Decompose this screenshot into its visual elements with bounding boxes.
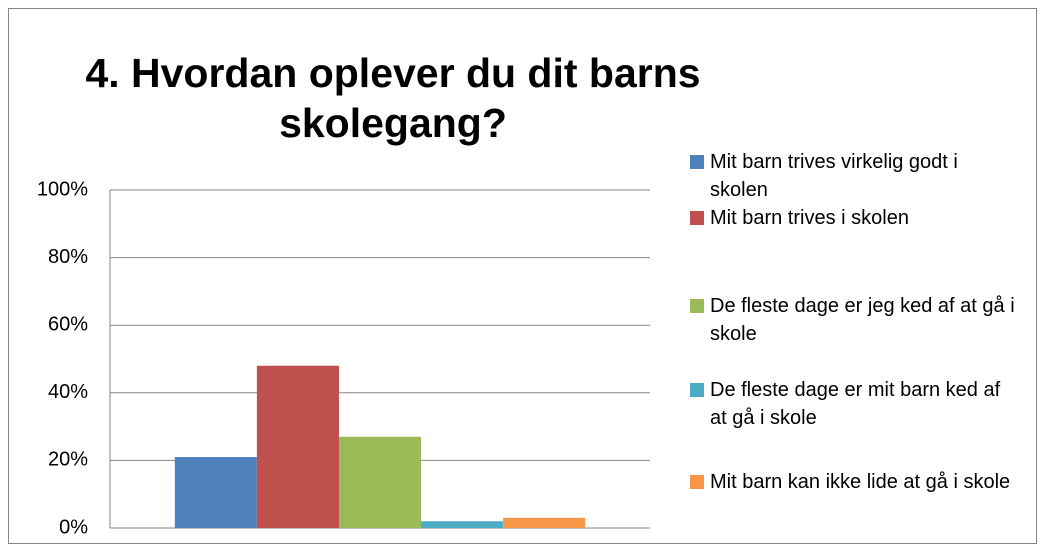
y-tick-label: 60% xyxy=(48,313,88,335)
y-tick-label: 40% xyxy=(48,381,88,403)
legend-item: Mit barn trives i skolen xyxy=(690,204,1030,232)
legend-swatch xyxy=(690,475,704,489)
y-tick-label: 100% xyxy=(37,178,88,200)
bar xyxy=(503,517,586,528)
legend-item: Mit barn kan ikke lide at gå i skole xyxy=(690,468,1030,496)
legend-label: De fleste dage er jeg ked af at gå i sko… xyxy=(710,295,1015,345)
y-tick-label: 80% xyxy=(48,246,88,268)
legend-label: Mit barn kan ikke lide at gå i skole xyxy=(710,471,1011,493)
legend-swatch xyxy=(690,211,704,225)
bar xyxy=(256,365,339,528)
bar xyxy=(338,436,422,528)
legend-swatch xyxy=(690,299,704,313)
legend-item: De fleste dage er mit barn ked af at gå … xyxy=(690,376,1030,432)
bar xyxy=(174,457,257,528)
legend-swatch xyxy=(690,383,704,397)
legend-item: Mit barn trives virkelig godt i skolen xyxy=(690,148,1030,204)
legend-label: Mit barn trives i skolen xyxy=(710,207,909,229)
legend-swatch xyxy=(690,155,704,169)
y-tick-label: 0% xyxy=(59,516,88,538)
legend-label: Mit barn trives virkelig godt i skolen xyxy=(710,151,958,201)
chart-title: 4. Hvordan oplever du dit barns skolegan… xyxy=(85,50,701,146)
chart-frame xyxy=(8,8,1037,544)
legend-item: De fleste dage er jeg ked af at gå i sko… xyxy=(690,292,1030,348)
y-tick-label: 20% xyxy=(48,449,88,471)
legend-label: De fleste dage er mit barn ked af at gå … xyxy=(710,379,1001,429)
bar xyxy=(421,521,504,528)
